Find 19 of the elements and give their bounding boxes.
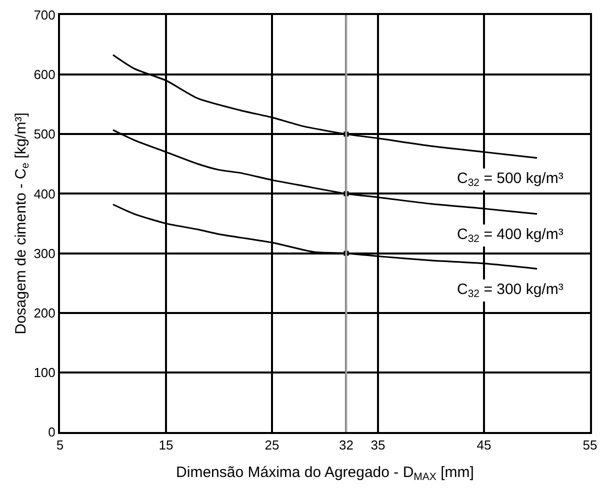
y-tick-label: 600 [34,67,56,82]
series-label: C$_{32}$ = 300 kg/m³ [457,281,564,300]
y-tick-label: 500 [34,126,56,142]
series-label: C$_{32}$ = 500 kg/m³ [457,170,564,190]
y-tick-label: 400 [34,186,56,202]
x-tick-label: 32 [338,438,354,453]
x-tick-label: 35 [370,438,386,453]
x-tick-label: 45 [476,438,492,453]
y-tick-label: 0 [48,424,56,440]
x-tick-label: 15 [158,438,174,453]
series-label: C$_{32}$ = 400 kg/m³ [457,226,564,246]
y-tick-label: 300 [34,246,56,261]
x-tick-label: 55 [582,438,598,453]
x-tick-label: 5 [56,438,64,453]
y-tick-label: 200 [34,305,56,320]
y-tick-label: 700 [34,8,56,23]
x-tick-label: 25 [264,438,280,453]
y-tick-label: 100 [34,364,56,380]
x-axis-title: Dimensão Máxima do Agregado - D$_{MAX}$ [mm] [176,464,474,484]
